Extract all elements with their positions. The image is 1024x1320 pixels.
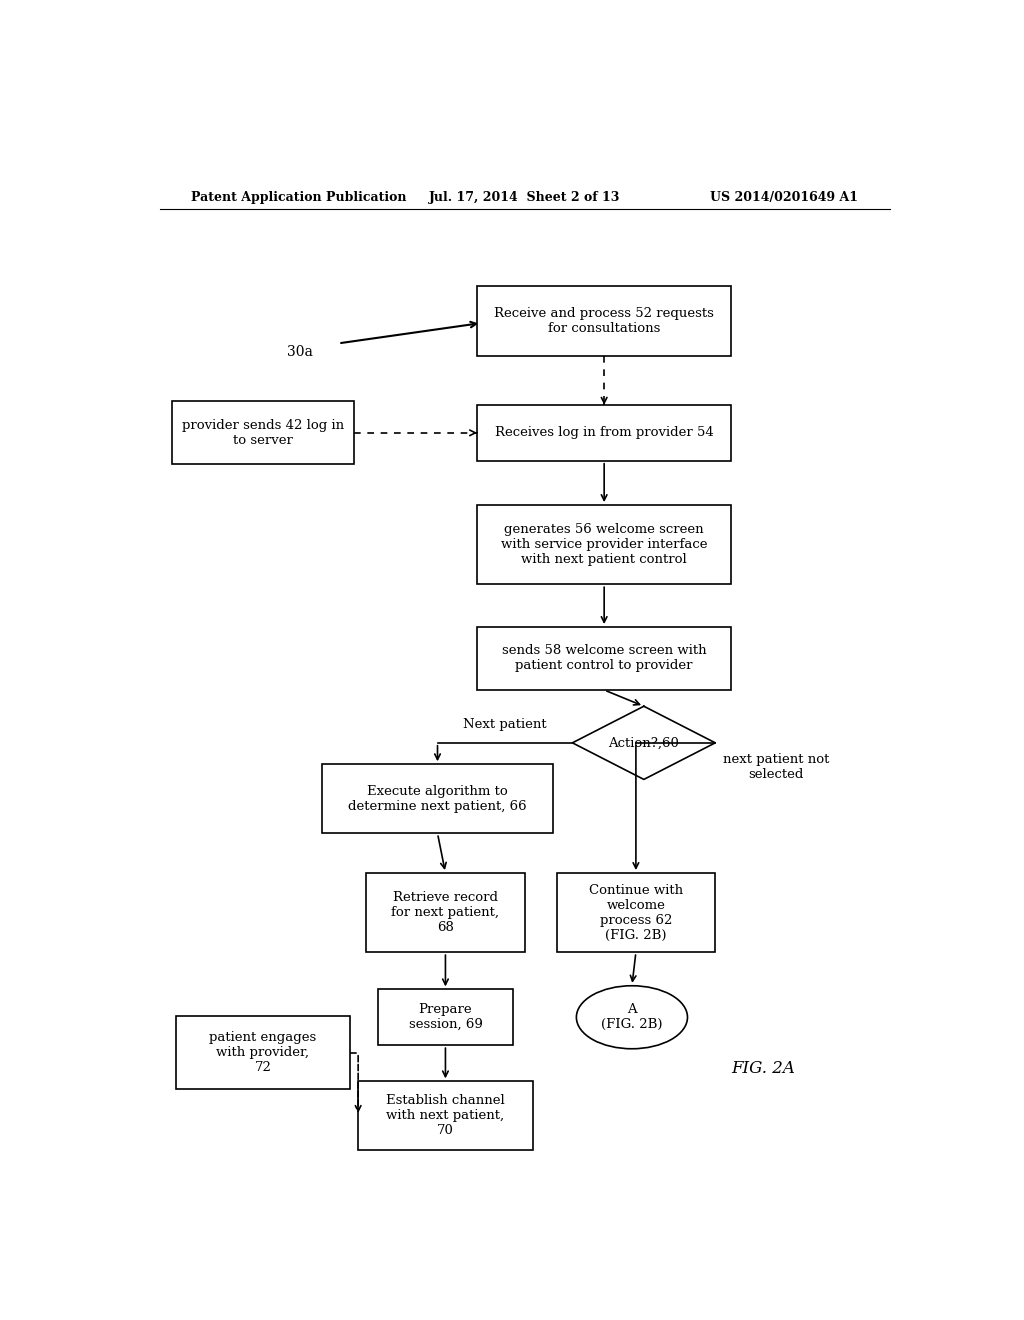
FancyBboxPatch shape [477, 506, 731, 585]
Text: FIG. 2A: FIG. 2A [731, 1060, 795, 1077]
Text: Jul. 17, 2014  Sheet 2 of 13: Jul. 17, 2014 Sheet 2 of 13 [429, 190, 621, 203]
FancyBboxPatch shape [367, 873, 524, 952]
Text: provider sends 42 log in
to server: provider sends 42 log in to server [182, 418, 344, 447]
Text: 30a: 30a [287, 345, 312, 359]
Text: Receives log in from provider 54: Receives log in from provider 54 [495, 426, 714, 440]
Text: Action?,60: Action?,60 [608, 737, 679, 750]
Text: Execute algorithm to
determine next patient, 66: Execute algorithm to determine next pati… [348, 784, 526, 813]
FancyBboxPatch shape [176, 1016, 350, 1089]
Text: Prepare
session, 69: Prepare session, 69 [409, 1003, 482, 1031]
FancyBboxPatch shape [477, 405, 731, 461]
FancyBboxPatch shape [378, 989, 513, 1045]
Polygon shape [572, 706, 715, 779]
FancyBboxPatch shape [358, 1081, 532, 1151]
FancyBboxPatch shape [172, 401, 354, 465]
Text: patient engages
with provider,
72: patient engages with provider, 72 [209, 1031, 316, 1074]
FancyBboxPatch shape [477, 627, 731, 690]
Ellipse shape [577, 986, 687, 1049]
Text: Retrieve record
for next patient,
68: Retrieve record for next patient, 68 [391, 891, 500, 935]
Text: generates 56 welcome screen
with service provider interface
with next patient co: generates 56 welcome screen with service… [501, 523, 708, 566]
Text: sends 58 welcome screen with
patient control to provider: sends 58 welcome screen with patient con… [502, 644, 707, 672]
Text: Next patient: Next patient [463, 718, 547, 731]
FancyBboxPatch shape [557, 873, 715, 952]
FancyBboxPatch shape [323, 764, 553, 833]
Text: Patent Application Publication: Patent Application Publication [191, 190, 407, 203]
Text: Receive and process 52 requests
for consultations: Receive and process 52 requests for cons… [495, 308, 714, 335]
Text: Establish channel
with next patient,
70: Establish channel with next patient, 70 [386, 1094, 505, 1138]
FancyBboxPatch shape [477, 286, 731, 355]
Text: Continue with
welcome
process 62
(FIG. 2B): Continue with welcome process 62 (FIG. 2… [589, 883, 683, 941]
Text: A
(FIG. 2B): A (FIG. 2B) [601, 1003, 663, 1031]
Text: next patient not
selected: next patient not selected [723, 752, 829, 781]
Text: US 2014/0201649 A1: US 2014/0201649 A1 [710, 190, 858, 203]
